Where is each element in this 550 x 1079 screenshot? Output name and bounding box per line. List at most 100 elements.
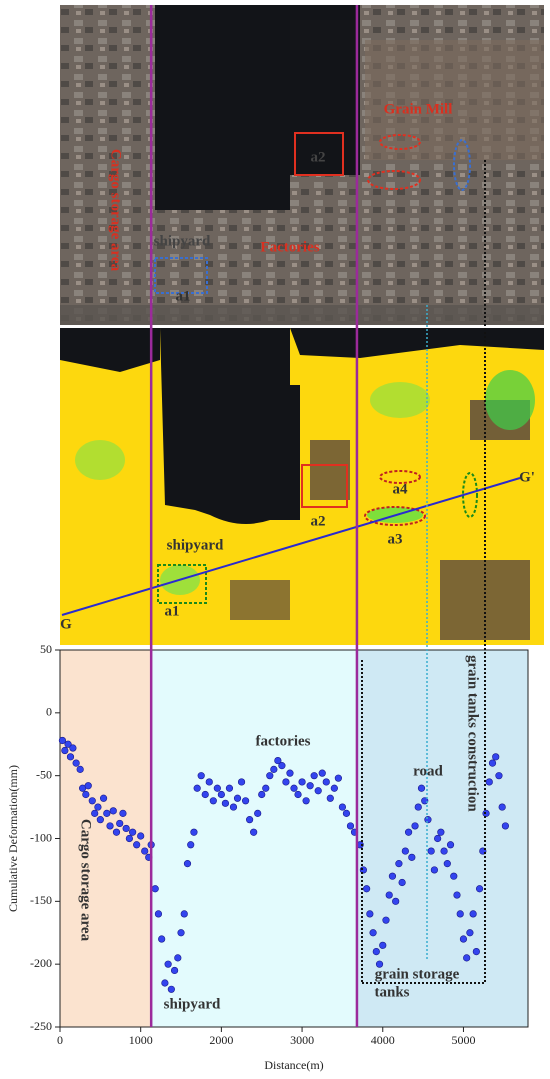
point [96, 816, 104, 824]
point [450, 872, 458, 880]
deformation-map [60, 328, 544, 645]
point [395, 860, 403, 868]
point [443, 860, 451, 868]
point [404, 828, 413, 836]
point [167, 985, 175, 993]
map-label: a2 [311, 149, 326, 165]
x-tick-label: 4000 [371, 1033, 395, 1047]
chart: 0 1000 2000 3000 4000 5000 50 0 -50 -100 -150 -200 -… [30, 642, 529, 1047]
point [427, 847, 435, 855]
point [262, 784, 270, 792]
point [125, 834, 133, 843]
point [237, 778, 246, 786]
point [385, 891, 393, 899]
y-tick-label: 0 [46, 705, 52, 719]
annotation: Cargo storage area [78, 819, 94, 942]
point [322, 778, 330, 786]
satellite-image [60, 5, 544, 325]
region [60, 650, 152, 1027]
point [382, 916, 390, 924]
point [488, 759, 497, 767]
point [58, 736, 67, 745]
point [229, 803, 238, 811]
point [298, 778, 306, 786]
point [334, 774, 342, 782]
point [414, 803, 422, 811]
point [209, 797, 217, 805]
point [266, 772, 274, 780]
annotation: grain tanks construction [465, 655, 481, 812]
point [379, 941, 387, 949]
y-axis-label: Cumulative Deformation(mm) [6, 765, 20, 912]
point [310, 772, 318, 780]
point [133, 841, 141, 849]
annotation: grain storage [375, 966, 460, 982]
point [109, 807, 117, 815]
annotation: road [413, 763, 443, 779]
point [161, 979, 169, 987]
point [485, 778, 493, 786]
point [318, 769, 326, 777]
point [116, 819, 124, 828]
point [453, 891, 461, 899]
guide-box [362, 160, 486, 984]
point [221, 799, 230, 807]
point [66, 753, 75, 761]
point [330, 784, 338, 792]
y-tick-label: -50 [36, 767, 52, 781]
point [205, 778, 213, 786]
point [197, 772, 205, 780]
point [122, 824, 130, 833]
x-axis-label: Distance(m) [264, 1058, 323, 1072]
point [258, 790, 266, 799]
point [91, 809, 99, 817]
map-label: a1 [165, 603, 180, 619]
point [64, 740, 72, 748]
point [254, 809, 262, 817]
point [326, 794, 334, 802]
point [170, 966, 179, 975]
map-label: a3 [388, 531, 403, 547]
point [342, 809, 351, 817]
point [151, 885, 159, 893]
point [106, 822, 114, 830]
point [270, 765, 278, 773]
map-label: Factories [260, 239, 319, 255]
point [440, 847, 448, 855]
point [246, 816, 254, 824]
map-label: Grain Mill [384, 101, 453, 117]
point [183, 860, 192, 868]
point [282, 778, 290, 786]
point [501, 822, 510, 830]
map-label: G [60, 616, 72, 632]
point [463, 954, 471, 962]
annotation: factories [256, 733, 311, 749]
point [469, 910, 477, 918]
annotation: tanks [374, 984, 409, 1000]
point [187, 841, 195, 849]
point [482, 809, 490, 817]
point [430, 866, 439, 874]
map-label: a2 [311, 513, 326, 529]
point [76, 765, 84, 773]
annotation: shipyard [164, 996, 221, 1012]
point [475, 885, 484, 893]
point [388, 872, 397, 880]
x-tick-label: 5000 [451, 1033, 475, 1047]
x-tick-label: 3000 [290, 1033, 314, 1047]
point [472, 947, 480, 956]
region [356, 650, 528, 1027]
y-tick-label: -100 [30, 830, 52, 844]
point [137, 832, 145, 840]
point [278, 762, 286, 770]
map-label: a4 [393, 481, 409, 497]
point [417, 784, 426, 792]
point [225, 784, 234, 792]
point [495, 772, 503, 780]
map-label: shipyard [154, 233, 211, 249]
point [411, 822, 419, 830]
point [217, 790, 225, 799]
point [498, 803, 506, 811]
point [456, 910, 464, 918]
region [151, 650, 357, 1027]
